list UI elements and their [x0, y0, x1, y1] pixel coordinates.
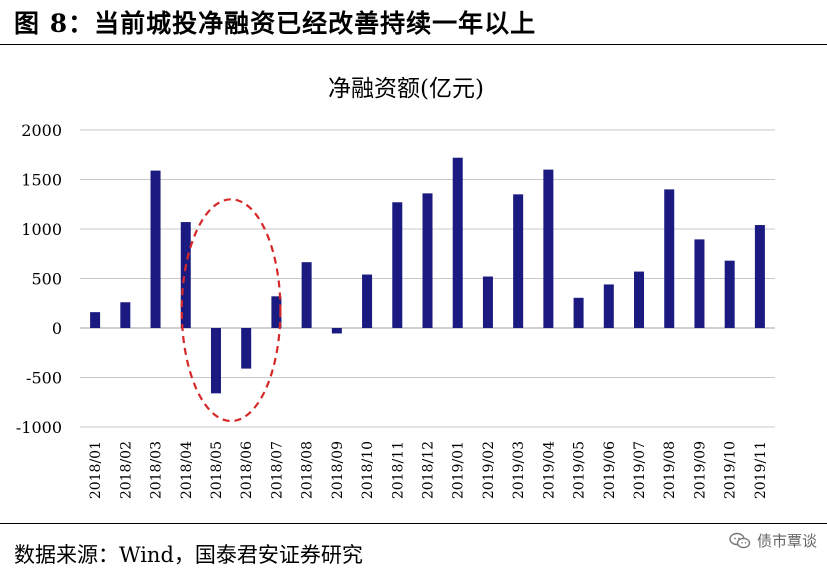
data-source: 数据来源：Wind，国泰君安证券研究	[14, 543, 363, 567]
bar-2018-03	[150, 170, 161, 328]
bars	[90, 157, 765, 394]
y-tick-label: 1000	[21, 220, 62, 239]
top-divider	[0, 44, 827, 45]
x-tick-label: 2019/01	[451, 441, 467, 499]
x-tick-label: 2019/03	[511, 441, 527, 499]
x-tick-label: 2018/06	[239, 441, 255, 499]
y-tick-label: -1000	[16, 418, 62, 437]
chart-title: 净融资额(亿元)	[328, 76, 484, 102]
x-tick-label: 2018/01	[88, 441, 104, 499]
bar-2019-04	[543, 169, 554, 328]
wechat-icon	[729, 532, 751, 548]
x-tick-label: 2018/04	[179, 441, 195, 499]
x-tick-label: 2018/12	[421, 441, 437, 499]
x-tick-label: 2019/10	[723, 441, 739, 499]
gridlines	[80, 129, 775, 428]
bar-2019-09	[694, 239, 705, 328]
x-tick-label: 2018/11	[390, 441, 406, 499]
x-tick-label: 2018/10	[360, 441, 376, 499]
bar-2018-07	[271, 296, 282, 328]
bar-2019-06	[603, 284, 614, 328]
watermark: 债市覃谈	[729, 530, 817, 551]
bar-2019-10	[724, 260, 735, 328]
bottom-divider	[0, 523, 827, 524]
x-tick-label: 2018/03	[149, 441, 165, 499]
bar-2018-11	[392, 202, 403, 328]
bar-2018-01	[90, 312, 101, 328]
bar-2018-04	[180, 222, 191, 328]
bar-2019-01	[452, 157, 463, 328]
x-tick-label: 2019/07	[632, 441, 648, 499]
x-tick-label: 2018/08	[300, 441, 316, 499]
x-tick-label: 2019/04	[541, 441, 557, 499]
bar-2018-06	[241, 328, 252, 369]
x-tick-label: 2019/11	[753, 441, 769, 499]
y-tick-label: -500	[26, 369, 62, 388]
bar-2018-05	[210, 328, 221, 394]
bar-2018-02	[120, 302, 131, 328]
highlight-ellipse	[180, 198, 282, 423]
bar-2019-05	[573, 297, 584, 328]
y-axis-ticks: -1000 -500 0 500 1000 1500 2000	[16, 121, 62, 437]
x-tick-label: 2019/08	[662, 441, 678, 499]
x-tick-label: 2018/02	[118, 441, 134, 499]
x-tick-label: 2019/02	[481, 441, 497, 499]
x-tick-label: 2018/07	[269, 441, 285, 499]
bar-2018-08	[301, 262, 312, 328]
y-tick-label: 1500	[21, 171, 62, 190]
annotations	[180, 198, 282, 423]
bar-2019-07	[634, 271, 645, 328]
bar-2019-11	[754, 225, 765, 328]
bar-2018-12	[422, 193, 433, 328]
x-tick-label: 2019/09	[692, 441, 708, 499]
bar-2019-03	[513, 194, 524, 328]
y-tick-label: 2000	[21, 121, 62, 140]
watermark-text: 债市覃谈	[756, 532, 817, 550]
x-tick-label: 2019/05	[572, 441, 588, 499]
bar-2018-09	[331, 328, 342, 334]
x-tick-label: 2018/09	[330, 441, 346, 499]
x-tick-label: 2018/05	[209, 441, 225, 499]
bar-2018-10	[362, 274, 373, 328]
bar-2019-02	[482, 276, 493, 328]
y-tick-label: 500	[31, 270, 62, 289]
bar-chart: 净融资额(亿元) -1000 -500 0 500 1000 1500 2000 2018/…	[16, 76, 775, 499]
x-tick-label: 2019/06	[602, 441, 618, 499]
bar-2019-08	[664, 189, 675, 328]
figure-title: 图 8：当前城投净融资已经改善持续一年以上	[14, 9, 537, 38]
y-tick-label: 0	[52, 319, 62, 338]
x-axis-ticks: 2018/01 2018/02 2018/03 2018/04 2018/05 2018/…	[88, 441, 769, 499]
